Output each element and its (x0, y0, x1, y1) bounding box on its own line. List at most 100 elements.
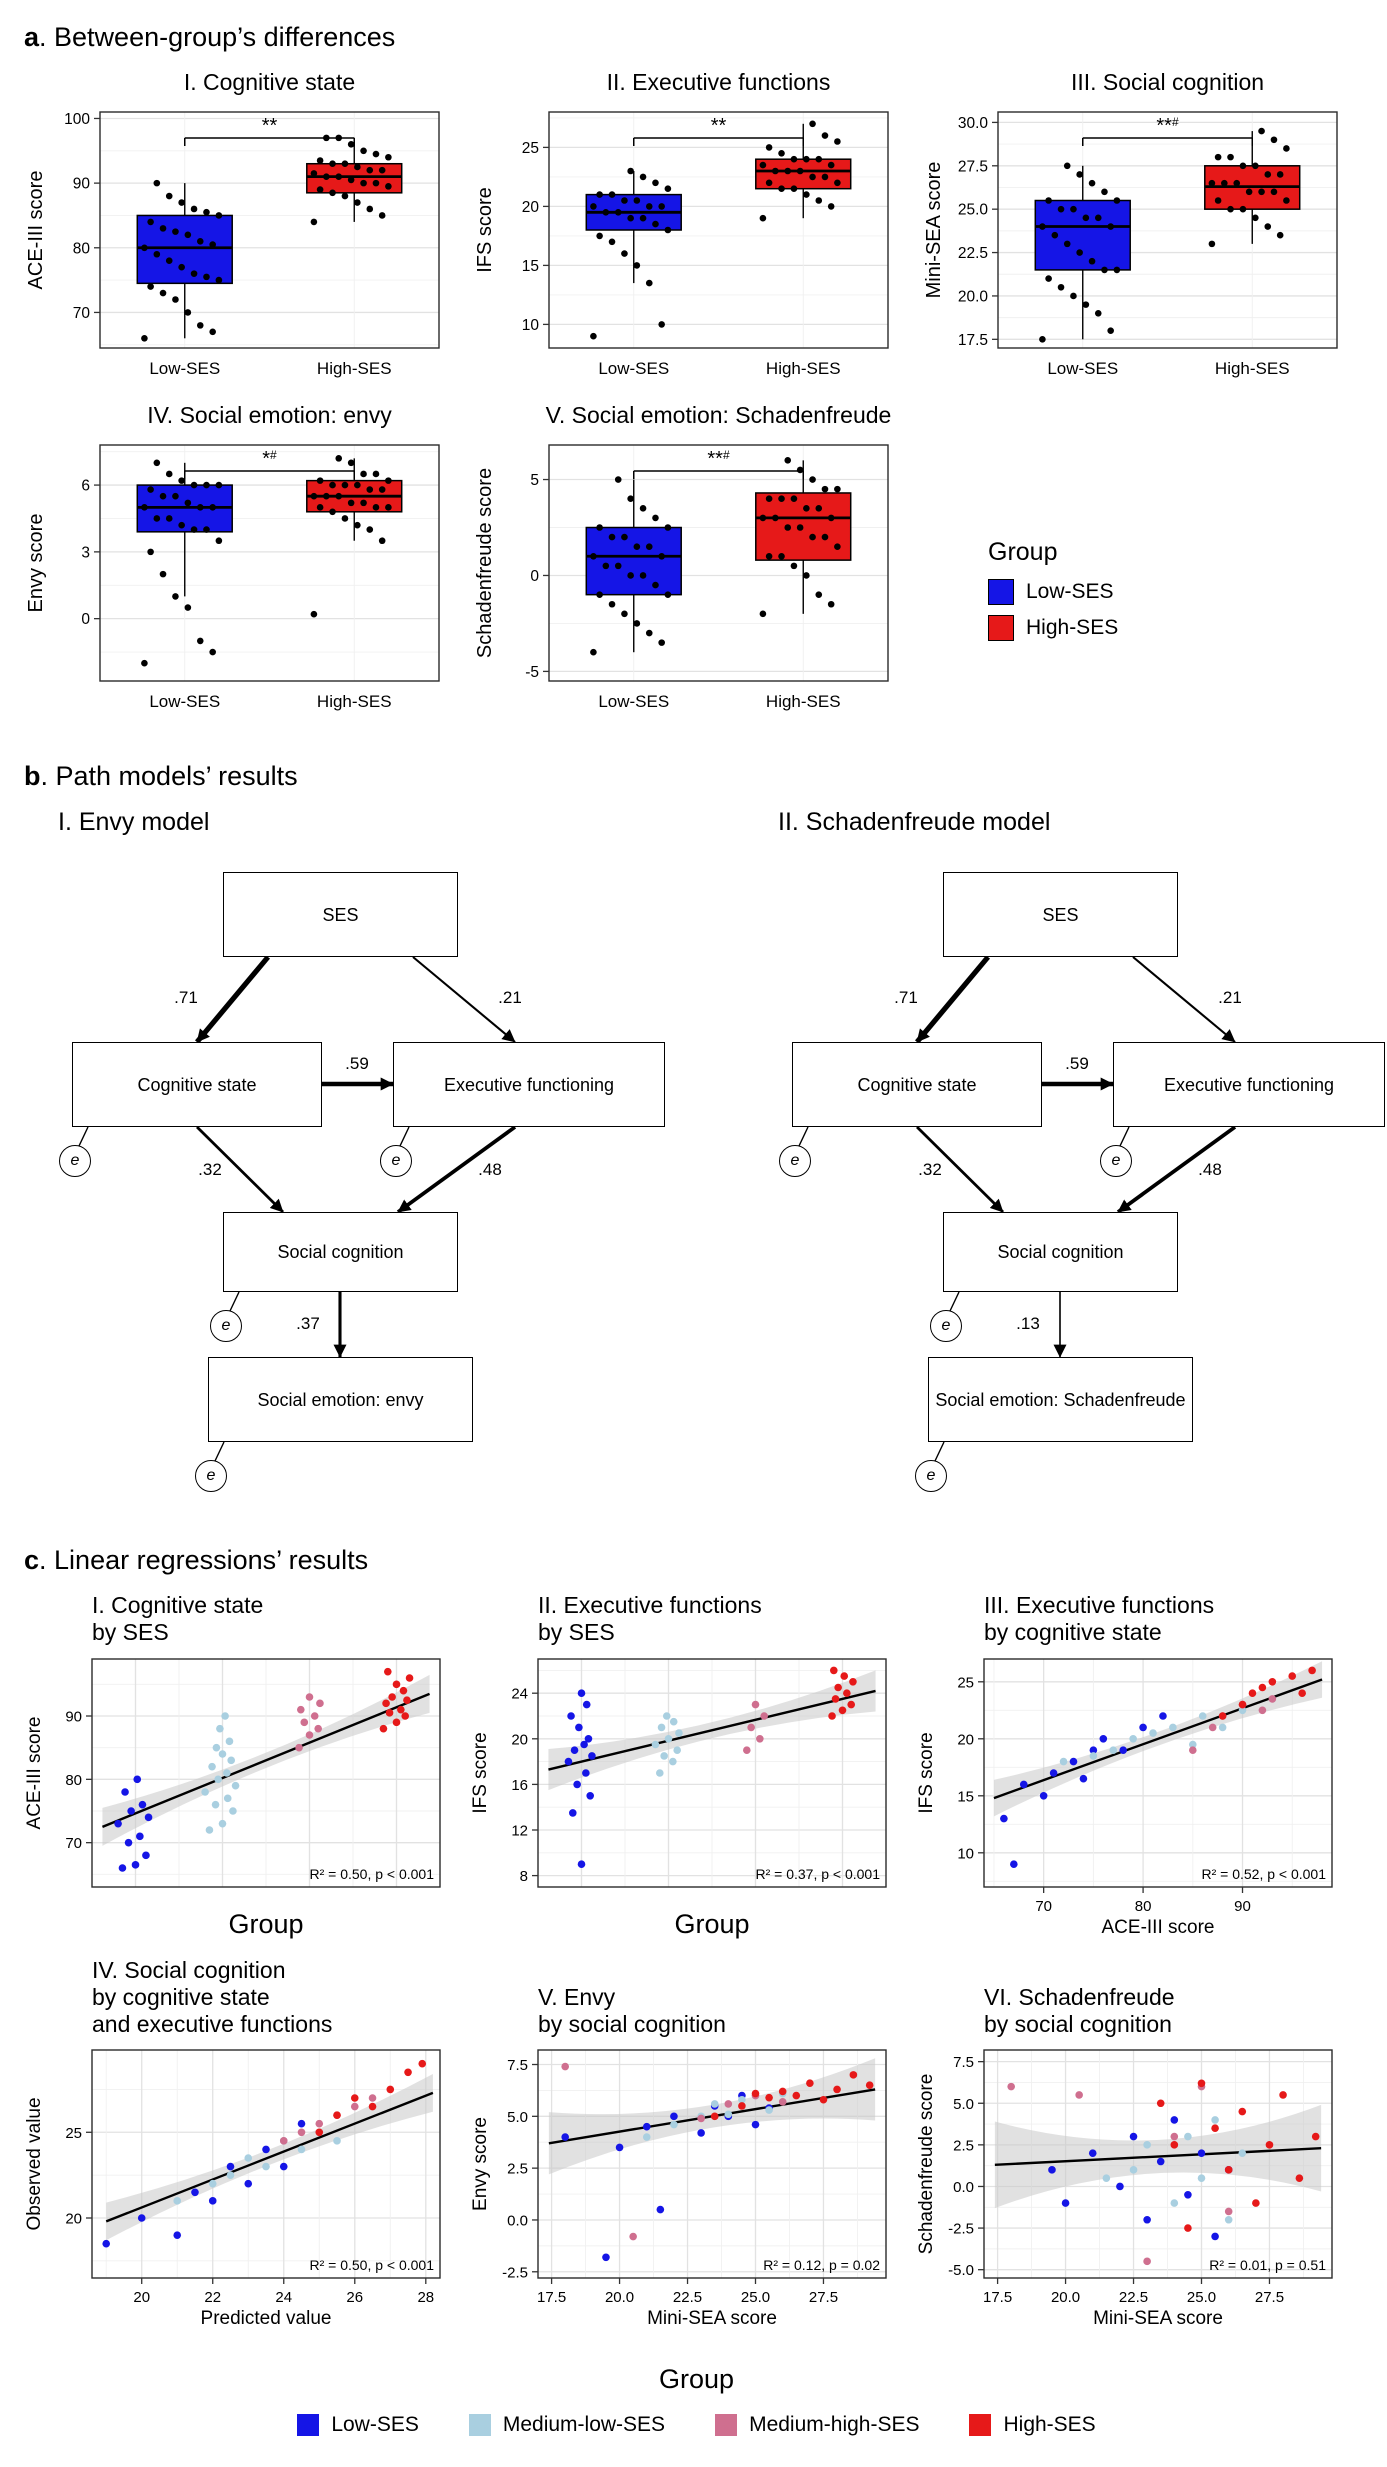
scatter-cognitive-by-ses: I. Cognitive state by SES R² = 0.50, p <… (20, 1592, 452, 1942)
path-node-ses: SES (223, 872, 458, 958)
scatter-executive-by-ses: II. Executive functions by SES R² = 0.37… (466, 1592, 898, 1942)
path-arrow-exec-soc (396, 1125, 517, 1214)
scatter-schadenfreude-by-social-cognition: VI. Schadenfreude by social cognition R²… (912, 1984, 1344, 2334)
regression-line (101, 1692, 431, 1828)
low-ses-swatch (988, 579, 1014, 606)
data-points (590, 476, 672, 656)
x-axis-label: Mini-SEA score (1093, 2308, 1223, 2329)
svg-text:High-SES: High-SES (317, 359, 392, 378)
y-axis-label: Schadenfreude score (474, 468, 496, 658)
svg-text:2.5: 2.5 (507, 2161, 528, 2178)
chart-title: V. Social emotion: Schadenfreude (545, 402, 892, 429)
svg-text:100: 100 (64, 111, 90, 128)
data-points (561, 2062, 874, 2261)
stats-annotation: R² = 0.37, p < 0.001 (755, 1866, 880, 1882)
path-coefficient: .48 (1198, 1160, 1222, 1179)
svg-text:17.5: 17.5 (958, 332, 988, 349)
svg-text:25: 25 (957, 1674, 974, 1691)
svg-text:20: 20 (522, 199, 540, 216)
boxplot-envy: IV. Social emotion: envy *# 0 3 6 Low-SES Hig… (20, 402, 455, 721)
y-axis-label: Envy score (470, 2117, 491, 2211)
scatter-row-2: IV. Social cognition by cognitive state … (20, 1957, 1377, 2334)
panel-a: a. Between-group’s differences I. Cognit… (16, 22, 1377, 721)
path-arrow-cog-soc (916, 1126, 1004, 1214)
path-models: I. Envy model .71 .21 .59 .32 .48 .37 SES Cogni… (58, 808, 1385, 1505)
svg-text:20: 20 (957, 1731, 974, 1748)
data-points (759, 457, 841, 618)
y-axis-label: Observed value (24, 2097, 45, 2230)
path-node-exec: Executive functioning (1113, 1042, 1385, 1128)
scatter-social-cognition-model: IV. Social cognition by cognitive state … (20, 1957, 452, 2334)
error-term: e (59, 1145, 91, 1178)
chart-title: I. Cognitive state by SES (92, 1592, 264, 1646)
error-term: e (195, 1460, 227, 1493)
path-model-envy-canvas: .71 .21 .59 .32 .48 .37 SES Cognitive state e Exe… (58, 857, 683, 1505)
panel-a-text: . Between-group’s differences (39, 22, 396, 52)
svg-text:7.5: 7.5 (507, 2057, 528, 2074)
path-coefficient: .32 (918, 1160, 942, 1179)
svg-text:Low-SES: Low-SES (1047, 359, 1118, 378)
path-model-title: I. Envy model (58, 808, 210, 837)
boxplot-row-2: IV. Social emotion: envy *# 0 3 6 Low-SES Hig… (20, 402, 1377, 721)
legend-item-label: Low-SES (331, 2412, 419, 2436)
boxplot-executive-functions-plot: ** 10 15 20 25 Low-SES High-SES IFS score (474, 111, 889, 378)
legend-item-low-ses: Low-SES (297, 2413, 419, 2437)
path-coefficient: .32 (198, 1160, 222, 1179)
high-ses-swatch (969, 2413, 992, 2436)
y-axis-label: IFS score (474, 187, 496, 273)
boxplot-social-cognition: III. Social cognition **# 17.5 20.0 22.5 25.… (918, 69, 1353, 388)
x-axis-label: Group (674, 1909, 749, 1939)
stats-annotation: R² = 0.01, p = 0.51 (1209, 2257, 1326, 2273)
data-points (1000, 1666, 1316, 1868)
path-node-ses: SES (943, 872, 1178, 958)
path-coefficient: .48 (478, 1160, 502, 1179)
data-points (114, 1667, 414, 1872)
path-arrow-ses-cog (195, 955, 270, 1044)
box-Low-SES (585, 527, 682, 596)
scatter-schadenfreude-by-social-cognition-plot: R² = 0.01, p = 0.51 -5.0 -2.5 0.0 2.5 5.0 7.5 1… (916, 2049, 1333, 2329)
high-ses-swatch (988, 615, 1014, 642)
svg-text:Low-SES: Low-SES (149, 359, 220, 378)
svg-text:20.0: 20.0 (1051, 2289, 1080, 2306)
svg-text:25.0: 25.0 (958, 202, 989, 219)
svg-text:22.5: 22.5 (673, 2289, 702, 2306)
path-coefficient: .59 (345, 1054, 369, 1073)
significance-label: *# (262, 448, 277, 470)
panel-c: c. Linear regressions’ results I. Cognit… (16, 1545, 1377, 2437)
path-arrow-ses-exec (1132, 956, 1236, 1044)
svg-text:8: 8 (520, 1868, 528, 1885)
svg-text:20: 20 (511, 1731, 528, 1748)
legend-item-high-ses: High-SES (969, 2413, 1096, 2437)
chart-title: III. Executive functions by cognitive st… (984, 1592, 1215, 1646)
medium-high-ses-swatch (715, 2413, 738, 2436)
svg-text:0.0: 0.0 (953, 2179, 974, 2196)
path-arrow-ses-cog (915, 955, 990, 1044)
svg-text:27.5: 27.5 (809, 2289, 838, 2306)
x-axis-label: Mini-SEA score (647, 2308, 777, 2329)
data-points (141, 459, 223, 667)
data-points (141, 179, 223, 342)
stats-annotation: R² = 0.50, p < 0.001 (309, 2257, 434, 2273)
svg-text:25.0: 25.0 (741, 2289, 770, 2306)
error-term: e (1100, 1145, 1132, 1178)
error-term: e (779, 1145, 811, 1178)
boxplot-social-cognition-plot: **# 17.5 20.0 22.5 25.0 27.5 30.0 Low-SES High-S… (923, 111, 1338, 378)
y-axis-label: IFS score (470, 1732, 491, 1813)
svg-text:15: 15 (522, 258, 539, 275)
chart-title: IV. Social emotion: envy (147, 402, 392, 429)
panel-a-title: a. Between-group’s differences (24, 22, 1377, 53)
data-points (1039, 162, 1121, 343)
svg-text:Low-SES: Low-SES (598, 692, 669, 711)
data-points (310, 134, 392, 226)
svg-text:70: 70 (73, 305, 91, 322)
regression-line (548, 1689, 876, 1771)
svg-text:Low-SES: Low-SES (598, 359, 669, 378)
boxplot-schadenfreude: V. Social emotion: Schadenfreude **# -5 0 5… (469, 402, 904, 721)
legend-item-label: Medium-low-SES (502, 2412, 666, 2436)
svg-text:24: 24 (511, 1685, 528, 1702)
svg-text:70: 70 (1035, 1898, 1052, 1915)
regression-line (105, 2091, 434, 2223)
ses-legend: Low-SES Medium-low-SES Medium-high-SES H… (16, 2413, 1377, 2437)
path-arrow-exec-soc (1116, 1125, 1237, 1214)
